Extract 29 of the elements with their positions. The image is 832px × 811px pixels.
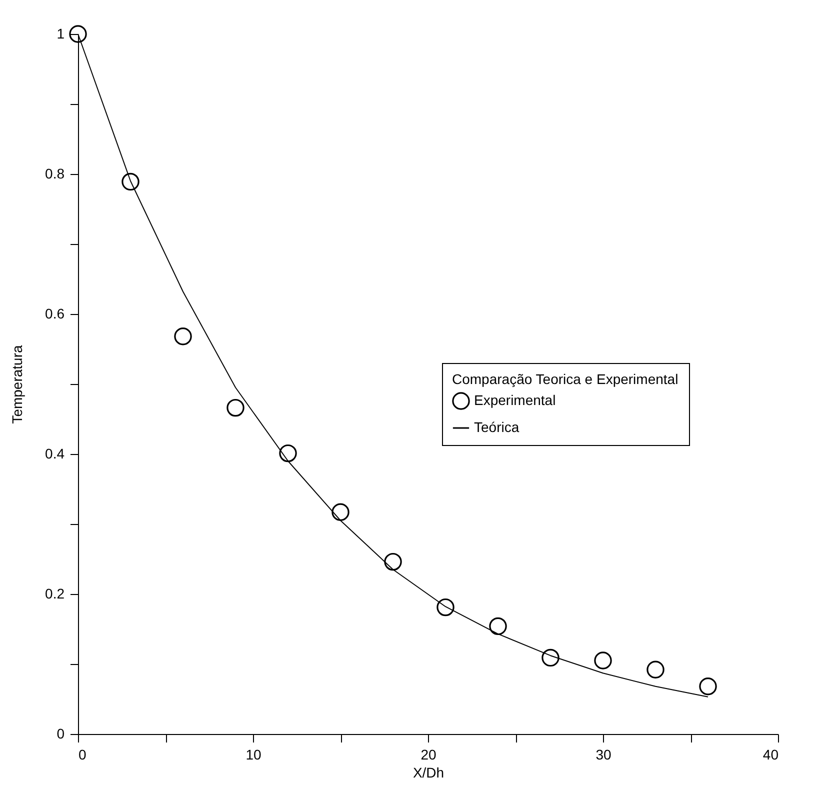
point xyxy=(69,25,87,43)
point xyxy=(174,328,192,346)
point xyxy=(699,678,717,696)
y-tick-label: 0.8 xyxy=(45,166,65,182)
point xyxy=(332,503,350,521)
y-tick-label: 0.6 xyxy=(45,306,65,322)
y-tick-label: 0.4 xyxy=(45,446,65,462)
legend-title: Comparação Teorica e Experimental xyxy=(452,371,678,387)
point xyxy=(542,648,560,667)
x-axis-title: X/Dh xyxy=(412,764,444,780)
point xyxy=(226,398,244,417)
x-tick-label: 30 xyxy=(596,746,612,762)
x-tick-label: 20 xyxy=(420,746,436,762)
x-tick-label: 0 xyxy=(78,746,86,762)
point xyxy=(489,617,507,636)
legend-label: Teórica xyxy=(474,419,520,435)
y-tick-label: 1 xyxy=(56,26,65,42)
y-tick-label: 0 xyxy=(56,726,65,742)
point xyxy=(436,598,454,616)
y-axis-title: Temperatura xyxy=(9,344,26,424)
legend-label: Experimental xyxy=(474,392,556,408)
point xyxy=(122,172,140,191)
x-tick-label: 40 xyxy=(762,746,779,762)
point xyxy=(384,552,402,571)
point xyxy=(646,660,664,678)
point xyxy=(594,652,612,670)
x-tick-label: 10 xyxy=(246,746,262,762)
point xyxy=(279,444,297,462)
y-tick-label: 0.2 xyxy=(45,586,65,602)
